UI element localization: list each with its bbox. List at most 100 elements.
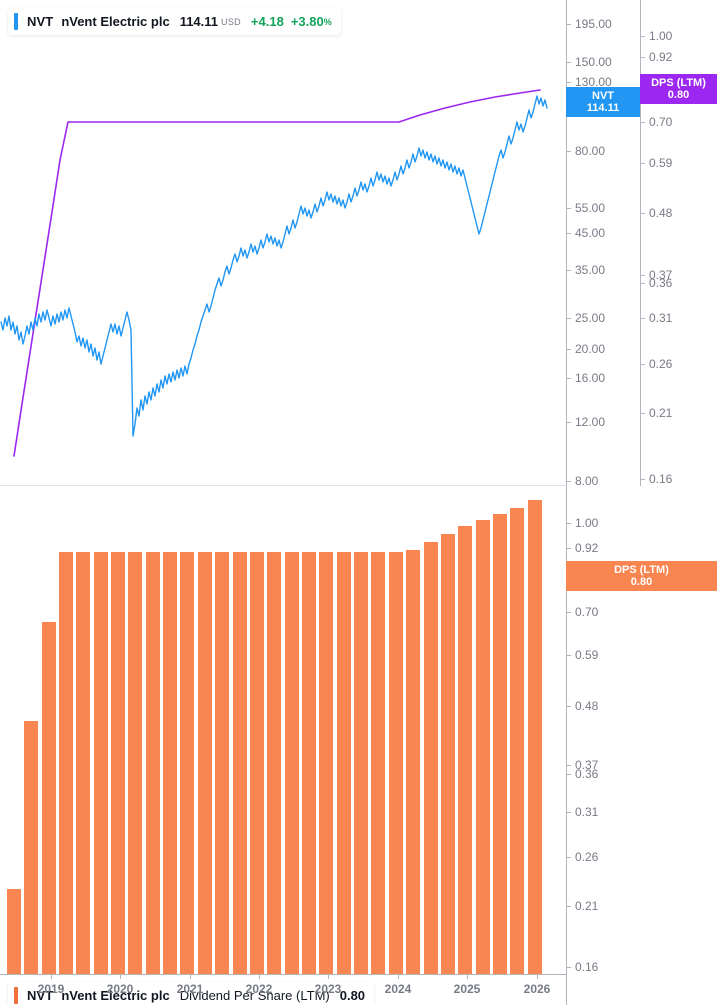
x-axis-line xyxy=(0,974,566,975)
nvt-price-badge[interactable]: NVT 114.11 xyxy=(566,87,640,117)
bar xyxy=(371,552,385,974)
legend-change-percent: +3.80 xyxy=(290,14,324,29)
bar xyxy=(476,520,490,974)
nvt-price-line xyxy=(0,95,548,437)
dps-tick-label: 0.21 xyxy=(649,406,673,420)
axis-tick xyxy=(641,364,645,365)
price-tick-label: 130.00 xyxy=(575,75,612,89)
price-tick-label: 35.00 xyxy=(575,263,606,277)
dps-overlay-badge[interactable]: DPS (LTM) 0.80 xyxy=(640,74,717,104)
x-axis-tick xyxy=(259,974,260,979)
bar xyxy=(128,552,142,974)
dividend-panel[interactable]: NVT nVent Electric plc Dividend Per Shar… xyxy=(0,486,717,1005)
legend-company-name: nVent Electric plc xyxy=(61,988,170,1003)
legend-indicator-value: 0.80 xyxy=(339,988,366,1003)
bar xyxy=(406,550,420,974)
axis-tick xyxy=(567,706,571,707)
legend-currency: USD xyxy=(221,16,241,27)
bar xyxy=(458,526,472,974)
axis-tick xyxy=(641,36,645,37)
bar xyxy=(59,552,73,974)
x-axis-tick xyxy=(120,974,121,979)
axis-tick xyxy=(567,612,571,613)
dividend-tick-label: 0.26 xyxy=(575,850,599,864)
axis-tick xyxy=(567,765,571,766)
dividend-tick-label: 1.00 xyxy=(575,516,599,530)
bar xyxy=(215,552,229,974)
dividend-value-badge[interactable]: DPS (LTM) 0.80 xyxy=(566,561,717,591)
price-tick-label: 12.00 xyxy=(575,415,606,429)
bar xyxy=(528,500,542,974)
price-tick-label: 195.00 xyxy=(575,17,612,31)
axis-tick xyxy=(641,283,645,284)
price-y-axis[interactable]: 195.00 150.00 130.00 114.11 80.00 55.00 … xyxy=(566,0,640,486)
price-panel[interactable]: NVT nVent Electric plc 114.11 USD +4.18 … xyxy=(0,0,717,486)
bar xyxy=(7,889,21,974)
legend-accent-bar xyxy=(14,987,18,1004)
axis-tick xyxy=(567,906,571,907)
dps-tick-label: 0.70 xyxy=(649,115,673,129)
axis-tick xyxy=(567,812,571,813)
bar xyxy=(510,508,524,974)
axis-tick xyxy=(567,523,571,524)
x-axis-label: 2025 xyxy=(453,982,481,996)
legend-accent-bar xyxy=(14,13,18,30)
dividend-legend[interactable]: NVT nVent Electric plc Dividend Per Shar… xyxy=(8,982,375,1005)
dps-tick-label: 0.26 xyxy=(649,357,673,371)
axis-tick xyxy=(567,548,571,549)
price-tick-label: 16.00 xyxy=(575,371,606,385)
dividend-badge-value: 0.80 xyxy=(630,576,653,588)
dividend-plot-area[interactable] xyxy=(0,486,566,980)
dps-tick-label: 0.59 xyxy=(649,156,673,170)
axis-tick xyxy=(567,82,571,83)
x-axis-label: 2022 xyxy=(245,982,273,996)
dps-tick-label: 0.16 xyxy=(649,472,673,486)
axis-tick xyxy=(641,413,645,414)
bar xyxy=(180,552,194,974)
axis-tick xyxy=(567,62,571,63)
x-axis-tick xyxy=(467,974,468,979)
axis-tick xyxy=(567,774,571,775)
dividend-badge-label: DPS (LTM) xyxy=(614,564,669,576)
dps-tick-label: 1.00 xyxy=(649,29,673,43)
axis-tick xyxy=(567,233,571,234)
price-tick-label: 55.00 xyxy=(575,201,606,215)
bar xyxy=(250,552,264,974)
axis-tick xyxy=(641,57,645,58)
axis-tick xyxy=(567,857,571,858)
legend-indicator-description: Dividend Per Share (LTM) xyxy=(179,988,330,1003)
axis-tick xyxy=(567,318,571,319)
bar xyxy=(319,552,333,974)
panel-divider xyxy=(0,485,566,486)
price-tick-label: 45.00 xyxy=(575,226,606,240)
price-axis-line xyxy=(566,0,567,486)
dividend-tick-label: 0.70 xyxy=(575,605,599,619)
bar xyxy=(441,534,455,974)
axis-tick xyxy=(641,275,645,276)
legend-percent-sign: % xyxy=(323,16,332,27)
dividend-axis-line xyxy=(566,486,567,1005)
dividend-tick-label: 0.36 xyxy=(575,767,599,781)
dps-overlay-line xyxy=(13,89,541,457)
nvt-badge-label: NVT xyxy=(592,90,614,102)
legend-last-price: 114.11 xyxy=(179,14,219,29)
price-plot-area[interactable] xyxy=(0,0,566,486)
bar xyxy=(267,552,281,974)
dps-tick-label: 0.36 xyxy=(649,276,673,290)
price-legend[interactable]: NVT nVent Electric plc 114.11 USD +4.18 … xyxy=(8,8,341,35)
bar xyxy=(233,552,247,974)
bar xyxy=(493,514,507,974)
bar xyxy=(94,552,108,974)
price-dps-y-axis[interactable]: 1.00 0.92 0.81 0.70 0.59 0.48 0.37 0.36 … xyxy=(640,0,717,486)
axis-tick xyxy=(567,481,571,482)
price-tick-label: 25.00 xyxy=(575,311,606,325)
axis-tick xyxy=(641,163,645,164)
axis-tick xyxy=(641,479,645,480)
legend-change-absolute: +4.18 xyxy=(250,14,284,29)
x-axis-label: 2021 xyxy=(176,982,204,996)
bar xyxy=(42,622,56,974)
legend-ticker: NVT xyxy=(27,14,54,29)
dividend-bar-group xyxy=(7,500,542,974)
x-axis-tick xyxy=(190,974,191,979)
price-tick-label: 80.00 xyxy=(575,144,606,158)
